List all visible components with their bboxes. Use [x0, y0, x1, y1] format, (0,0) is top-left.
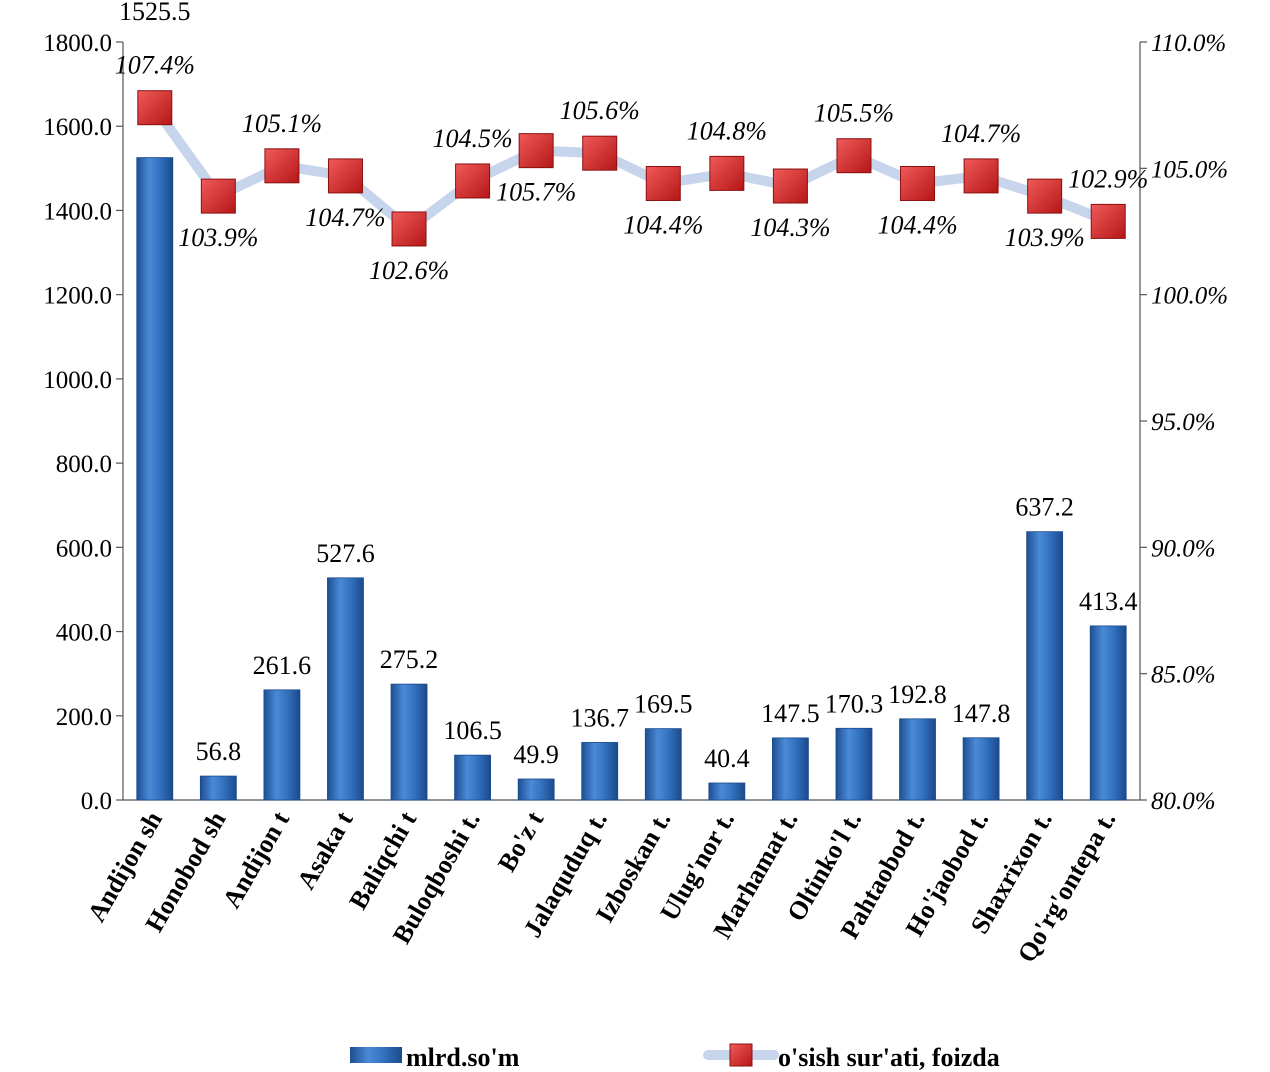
bar — [581, 742, 619, 801]
bar-value-label: 49.9 — [513, 740, 559, 769]
left-tick-label: 0.0 — [81, 788, 112, 815]
line-layer — [137, 90, 1126, 247]
line-value-label: 105.5% — [814, 99, 894, 128]
bar — [835, 727, 873, 801]
left-tick-label: 200.0 — [56, 704, 112, 731]
axes: 0.0 200.0 400.0 600.0 800.0 1000.0 1200.0 1400.… — [43, 30, 1228, 815]
line-value-label: 105.6% — [560, 96, 640, 125]
line-value-label: 103.9% — [1005, 223, 1085, 252]
line-value-label: 105.1% — [242, 109, 322, 138]
line-value-label: 102.9% — [1068, 164, 1148, 193]
line-value-label: 104.5% — [433, 124, 513, 153]
line-value-label: 104.7% — [305, 203, 385, 232]
bar-value-label: 106.5 — [443, 716, 502, 745]
bar — [199, 775, 237, 801]
category-label: Bo'z t — [492, 806, 549, 876]
left-tick-label: 600.0 — [56, 535, 112, 562]
bar-value-label: 275.2 — [380, 645, 439, 674]
bar-value-label: 136.7 — [570, 703, 629, 732]
line-value-label: 104.8% — [687, 116, 767, 145]
bar — [1089, 625, 1127, 801]
bar — [517, 778, 555, 801]
bar-value-label: 169.5 — [634, 690, 693, 719]
bar-value-label: 527.6 — [316, 539, 375, 568]
bar — [327, 577, 364, 801]
right-tick-label: 85.0% — [1151, 662, 1216, 689]
line-marker — [1090, 203, 1126, 239]
legend-label-bars: mlrd.so'm — [406, 1043, 520, 1072]
bar — [772, 737, 809, 801]
line-marker — [900, 165, 936, 201]
bar-value-label: 147.8 — [952, 699, 1011, 728]
bar — [263, 689, 301, 801]
line-value-label: 103.9% — [178, 223, 258, 252]
line-marker — [836, 138, 872, 174]
line-marker — [645, 165, 681, 201]
line-marker — [709, 155, 745, 191]
bar-value-label: 170.3 — [825, 689, 884, 718]
bar-value-label: 147.5 — [761, 699, 820, 728]
line-value-label: 105.7% — [496, 178, 576, 207]
line-marker — [772, 168, 808, 204]
right-tick-label: 110.0% — [1151, 30, 1226, 57]
bar — [899, 718, 936, 801]
series-line — [149, 102, 1114, 234]
bar-value-label: 413.4 — [1079, 587, 1138, 616]
line-value-label: 104.7% — [941, 119, 1021, 148]
left-tick-label: 800.0 — [56, 451, 112, 478]
line-marker — [200, 178, 236, 214]
line-marker — [963, 158, 999, 194]
category-label: Asaka t — [291, 806, 359, 894]
bar — [136, 157, 174, 801]
line-marker — [455, 163, 491, 199]
bar — [1026, 531, 1064, 801]
right-tick-label: 80.0% — [1151, 788, 1216, 815]
line-marker — [518, 133, 554, 169]
left-tick-label: 1400.0 — [43, 198, 112, 225]
right-tick-label: 100.0% — [1151, 283, 1228, 310]
line-value-label: 104.4% — [877, 210, 957, 239]
line-marker — [137, 90, 173, 126]
line-marker — [1027, 178, 1063, 214]
line-marker — [327, 158, 363, 194]
bar — [454, 754, 491, 801]
right-tick-label: 90.0% — [1151, 535, 1216, 562]
left-tick-label: 1600.0 — [43, 114, 112, 141]
bar-value-label: 261.6 — [253, 651, 312, 680]
bar-value-label: 637.2 — [1015, 493, 1074, 522]
line-marker — [391, 211, 427, 247]
line-value-label: 104.4% — [623, 210, 703, 239]
bar-value-label: 40.4 — [704, 744, 750, 773]
bar — [962, 737, 1000, 801]
left-tick-label: 400.0 — [56, 620, 112, 647]
bar-value-label: 1525.5 — [119, 0, 191, 26]
legend: mlrd.so'm o'sish sur'ati, foizda — [350, 1043, 1000, 1072]
legend-swatch-bar — [350, 1047, 402, 1063]
bars-layer — [136, 157, 1127, 801]
left-tick-label: 1800.0 — [43, 30, 112, 57]
line-value-label: 102.6% — [369, 256, 449, 285]
bar-value-label: 56.8 — [196, 737, 242, 766]
line-marker — [582, 135, 618, 171]
line-marker — [264, 148, 300, 184]
bar — [708, 782, 746, 801]
left-tick-label: 1200.0 — [43, 283, 112, 310]
right-tick-label: 95.0% — [1151, 409, 1216, 436]
bar — [390, 683, 428, 801]
right-tick-label: 105.0% — [1151, 156, 1228, 183]
bar-value-label: 192.8 — [888, 680, 947, 709]
bar — [644, 728, 682, 801]
legend-swatch-marker — [729, 1043, 753, 1067]
left-tick-label: 1000.0 — [43, 367, 112, 394]
legend-label-line: o'sish sur'ati, foizda — [778, 1043, 1000, 1072]
line-value-label: 104.3% — [750, 213, 830, 242]
line-value-label: 107.4% — [115, 51, 195, 80]
